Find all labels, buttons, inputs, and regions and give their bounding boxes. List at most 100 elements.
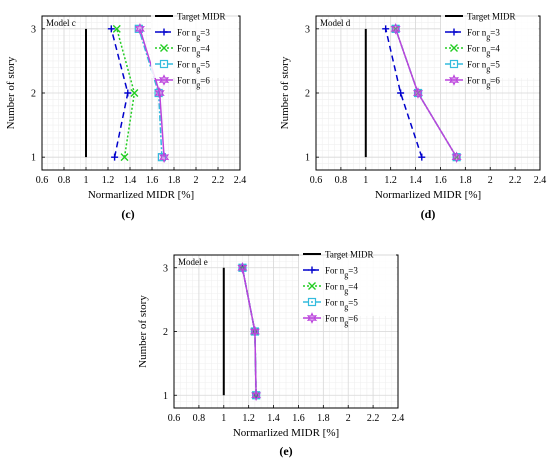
- data-point: [154, 87, 165, 99]
- x-tick-label: 1.8: [459, 175, 472, 186]
- y-tick-label: 1: [31, 153, 36, 164]
- data-point: [159, 151, 170, 164]
- x-tick-label: 1.4: [124, 175, 137, 186]
- legend-marker: [306, 312, 318, 324]
- legend-marker: [158, 74, 170, 86]
- legend-marker: [308, 266, 316, 274]
- x-tick-label: 1: [221, 413, 226, 424]
- model-label: Model e: [178, 257, 208, 267]
- y-tick-label: 3: [163, 263, 168, 274]
- data-point: [120, 153, 129, 162]
- legend-marker: [160, 44, 168, 52]
- y-axis-label: Number of story: [5, 56, 17, 129]
- legend: Target MIDR For ng=3 For ng=4 For ng=5 For n…: [299, 244, 396, 328]
- series-line-ng3: [384, 28, 423, 158]
- x-tick-label: 2.2: [509, 175, 522, 186]
- legend-label: For ng=5: [177, 60, 210, 74]
- x-tick-label: 1.8: [317, 413, 330, 424]
- x-tick-label: 1.2: [242, 413, 255, 424]
- legend-label: Target MIDR: [177, 12, 225, 22]
- data-point: [237, 261, 248, 274]
- data-point: [249, 325, 260, 338]
- data-point: [251, 389, 262, 402]
- x-tick-label: 0.6: [168, 413, 181, 424]
- x-tick-label: 1.4: [267, 413, 280, 424]
- chart-c: 0.6 0.8 1 1.2 1.4 1.6 1.8 2 2.2 2.4 1 2 3 Normarlized…: [5, 6, 246, 221]
- chart-d: 0.6 0.8 1 1.2 1.4 1.6 1.8 2 2.2 2.4 1 2 3 Normarlized…: [279, 6, 546, 221]
- x-tick-label: 0.6: [36, 175, 49, 186]
- x-tick-label: 1.6: [434, 175, 447, 186]
- data-point: [382, 25, 390, 33]
- legend-label: Target MIDR: [325, 250, 373, 260]
- data-point: [397, 89, 405, 97]
- legend-marker: [448, 74, 460, 86]
- series-line-ng6: [139, 28, 165, 158]
- data-point: [111, 153, 119, 161]
- x-tick-label: 2.2: [367, 413, 380, 424]
- x-tick-label: 1: [363, 175, 368, 186]
- x-axis-label: Normarlized MIDR [%]: [375, 189, 481, 201]
- legend-background: [151, 6, 238, 78]
- y-tick-label: 1: [305, 153, 310, 164]
- data-point: [130, 89, 139, 97]
- legend-label: For ng=5: [467, 60, 500, 74]
- legend: Target MIDR For ng=3 For ng=4 For ng=5 For n…: [441, 6, 538, 90]
- x-tick-label: 2: [194, 175, 199, 186]
- series-line-ng6: [394, 28, 458, 158]
- y-tick-label: 1: [163, 391, 168, 402]
- x-tick-label: 0.8: [58, 175, 71, 186]
- model-label: Model d: [320, 18, 351, 28]
- legend-label: For ng=6: [325, 314, 358, 328]
- x-tick-label: 2.4: [534, 175, 547, 186]
- legend-label: For ng=6: [467, 76, 500, 90]
- legend-label: For ng=4: [177, 44, 210, 58]
- x-tick-label: 1.2: [102, 175, 115, 186]
- model-label: Model c: [46, 18, 76, 28]
- legend-label: Target MIDR: [467, 12, 515, 22]
- data-point: [107, 25, 115, 33]
- data-point: [112, 24, 121, 33]
- x-tick-label: 2.2: [212, 175, 225, 186]
- legend-marker: [307, 297, 317, 307]
- x-tick-label: 1.4: [409, 175, 422, 186]
- legend: Target MIDR For ng=3 For ng=4 For ng=5 For n…: [151, 6, 238, 90]
- legend-label: For ng=3: [325, 266, 358, 280]
- data-point: [134, 22, 145, 35]
- legend-marker: [308, 282, 316, 290]
- legend-marker: [450, 28, 458, 36]
- y-tick-label: 2: [305, 89, 310, 100]
- panel-caption: (d): [421, 207, 436, 221]
- x-tick-label: 2: [346, 413, 351, 424]
- data-point: [412, 87, 424, 99]
- legend-label: For ng=3: [177, 28, 210, 42]
- data-point: [418, 153, 426, 161]
- x-tick-label: 1: [84, 175, 89, 186]
- legend-marker: [450, 44, 458, 52]
- x-tick-label: 2.4: [392, 413, 405, 424]
- x-tick-label: 2.4: [234, 175, 247, 186]
- series-line-ng5: [138, 28, 163, 158]
- y-tick-label: 3: [305, 24, 310, 35]
- x-axis-label: Normarlized MIDR [%]: [233, 427, 339, 439]
- legend-marker: [449, 59, 459, 69]
- data-point: [451, 151, 462, 164]
- data-point: [124, 89, 132, 97]
- y-tick-label: 2: [163, 327, 168, 338]
- legend-label: For ng=4: [325, 282, 358, 296]
- series-line-ng6: [241, 267, 257, 396]
- x-tick-label: 0.8: [193, 413, 206, 424]
- y-tick-label: 3: [31, 24, 36, 35]
- legend-label: For ng=6: [177, 76, 210, 90]
- x-tick-label: 0.6: [310, 175, 323, 186]
- legend-label: For ng=4: [467, 44, 500, 58]
- legend-marker: [159, 59, 169, 69]
- y-tick-label: 2: [31, 89, 36, 100]
- legend-marker: [160, 28, 168, 36]
- x-tick-label: 1.8: [168, 175, 181, 186]
- legend-label: For ng=5: [325, 298, 358, 312]
- y-axis-label: Number of story: [279, 56, 291, 129]
- x-tick-label: 0.8: [335, 175, 348, 186]
- chart-e: 0.6 0.8 1 1.2 1.4 1.6 1.8 2 2.2 2.4 1 2 3 Normarlized…: [137, 244, 404, 458]
- y-axis-label: Number of story: [137, 295, 149, 368]
